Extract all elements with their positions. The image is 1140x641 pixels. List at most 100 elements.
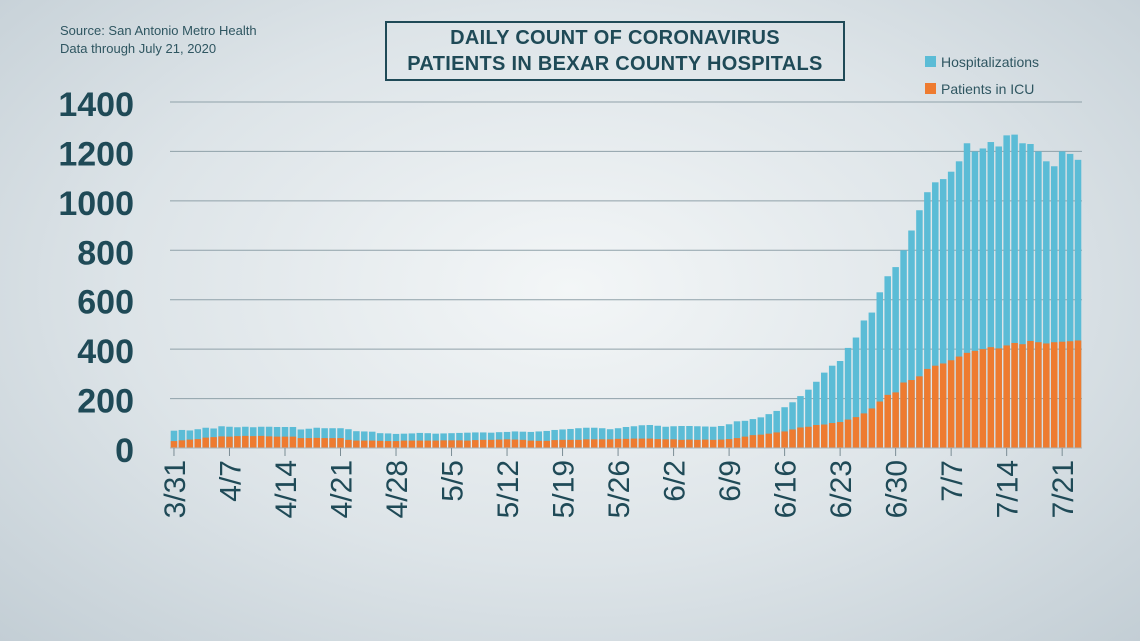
bar-icu [575,439,582,448]
bar-icu [527,440,535,448]
bar-icu [1050,342,1058,448]
bar-hospitalizations [1003,135,1010,448]
bar-icu [329,438,336,448]
bar-icu [305,438,313,448]
bar-icu [813,425,820,448]
bar-hospitalizations [884,276,891,448]
bar-hospitalizations [1058,151,1066,448]
bar-hospitalizations [575,428,582,448]
bar-hospitalizations [733,421,741,448]
bar-icu [384,441,392,448]
bar-icu [884,394,891,448]
bar-hospitalizations [1066,153,1074,448]
bar-icu [1019,344,1026,448]
bar-icu [464,440,471,448]
bar-hospitalizations [789,402,796,448]
bar-icu [749,435,757,448]
bar-icu [932,365,939,448]
bar-icu [979,349,987,448]
bar-icu [265,436,273,448]
bar-hospitalizations [741,420,749,448]
bar-icu [440,440,447,448]
bar-hospitalizations [1011,134,1018,448]
bar-hospitalizations [368,431,376,448]
bar-icu [376,440,384,448]
bar-hospitalizations [353,431,360,448]
bar-hospitalizations [1035,151,1042,448]
bar-hospitalizations [797,396,804,448]
y-tick-label: 200 [77,383,134,421]
bar-icu [717,439,725,448]
bar-icu [1066,341,1074,448]
bar-icu [908,380,915,448]
bar-icu [757,434,765,448]
bar-icu [1027,340,1034,448]
bar-hospitalizations [805,389,812,448]
bar-icu [670,439,677,448]
bar-icu [1074,340,1082,448]
bar-hospitalizations [1019,143,1026,448]
bar-hospitalizations [694,426,701,448]
x-tick-label: 5/19 [548,460,581,518]
bar-icu [480,439,487,448]
bar-hospitalizations [813,381,820,448]
bar-hospitalizations [828,365,836,448]
bar-icu [448,440,455,448]
bar-icu [416,440,424,448]
bar-icu [702,439,709,448]
bar-icu [662,439,669,448]
bar-icu [321,438,328,448]
bar-icu [368,440,376,448]
bar-icu [273,436,281,448]
bar-hospitalizations [868,312,876,448]
bar-icu [559,439,566,448]
bar-icu [733,438,741,448]
bar-icu [202,437,209,448]
bar-hospitalizations [979,148,987,448]
bar-hospitalizations [178,429,186,448]
bar-hospitalizations [939,179,947,448]
bar-icu [234,436,241,448]
bar-icu [337,438,344,448]
bar-icu [614,438,622,448]
x-tick-label: 6/23 [825,460,858,518]
bar-icu [1043,343,1050,448]
bar-hospitalizations [598,428,606,448]
bar-icu [709,439,717,448]
x-tick-label: 7/14 [992,460,1025,518]
bar-hospitalizations [749,419,757,448]
bar-hospitalizations [1050,166,1058,448]
bar-hospitalizations [583,427,590,448]
x-tick-label: 4/21 [326,460,359,518]
bar-hospitalizations [702,426,709,448]
bar-icu [186,439,194,448]
bar-hospitalizations [186,430,194,448]
x-tick-label: 5/5 [437,460,470,502]
bar-icu [805,426,812,448]
bar-icu [511,439,519,448]
bar-hospitalizations [630,426,638,448]
bar-hospitalizations [876,292,884,448]
bar-icu [170,441,178,448]
bar-icu [591,439,598,448]
y-tick-label: 1400 [58,86,134,124]
bar-hospitalizations [662,426,669,448]
bar-hospitalizations [725,424,733,448]
x-tick-label: 6/9 [714,460,747,502]
bar-hospitalizations [670,426,677,448]
x-tick-label: 4/7 [214,460,247,502]
bar-icu [876,401,884,448]
x-tick-label: 4/28 [381,460,414,518]
bar-hospitalizations [1043,161,1050,449]
bar-hospitalizations [392,433,400,448]
x-tick-label: 6/16 [770,460,803,518]
bar-icu [250,436,257,448]
bar-icu [852,417,860,448]
bar-hospitalizations [361,431,368,448]
y-tick-label: 800 [77,234,134,272]
bar-icu [844,419,852,448]
bar-hospitalizations [606,429,614,448]
x-tick-label: 4/14 [270,460,303,518]
bar-icu [495,439,503,448]
bar-icu [924,368,931,448]
